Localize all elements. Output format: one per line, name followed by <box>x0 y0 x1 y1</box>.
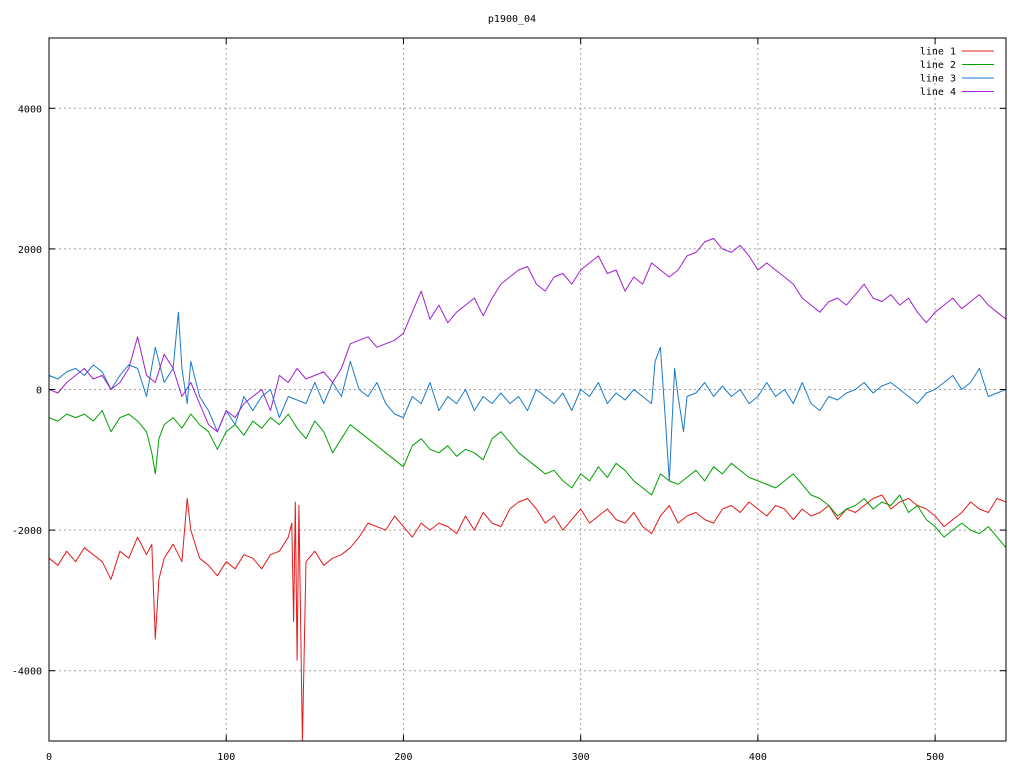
chart-title: p1900_04 <box>488 14 536 25</box>
series-line-3 <box>49 311 1006 482</box>
series-line-4 <box>49 237 1006 433</box>
y-tick-label: -4000 <box>12 667 42 678</box>
y-tick-label: 0 <box>36 386 42 397</box>
legend-label-2: line 2 <box>920 60 956 71</box>
series-line-1 <box>49 494 1006 741</box>
x-tick-label: 100 <box>217 752 235 763</box>
y-tick-label: 4000 <box>18 104 42 115</box>
x-tick-label: 500 <box>926 752 944 763</box>
axes: 0 100 200 300 400 500 -4000 -2000 0 2000 4000 <box>12 38 1006 763</box>
y-tick-label: 2000 <box>18 245 42 256</box>
legend: line 1 line 2 line 3 line 4 <box>920 47 994 98</box>
grid <box>49 38 1006 741</box>
x-tick-label: 0 <box>46 752 52 763</box>
legend-label-4: line 4 <box>920 87 956 98</box>
legend-label-3: line 3 <box>920 74 956 85</box>
series-line-2 <box>49 410 1006 549</box>
x-tick-label: 400 <box>749 752 767 763</box>
series-group <box>49 237 1006 741</box>
y-tick-label: -2000 <box>12 526 42 537</box>
x-tick-label: 200 <box>394 752 412 763</box>
legend-label-1: line 1 <box>920 47 956 58</box>
plot-frame <box>48 37 1007 742</box>
x-tick-label: 300 <box>572 752 590 763</box>
